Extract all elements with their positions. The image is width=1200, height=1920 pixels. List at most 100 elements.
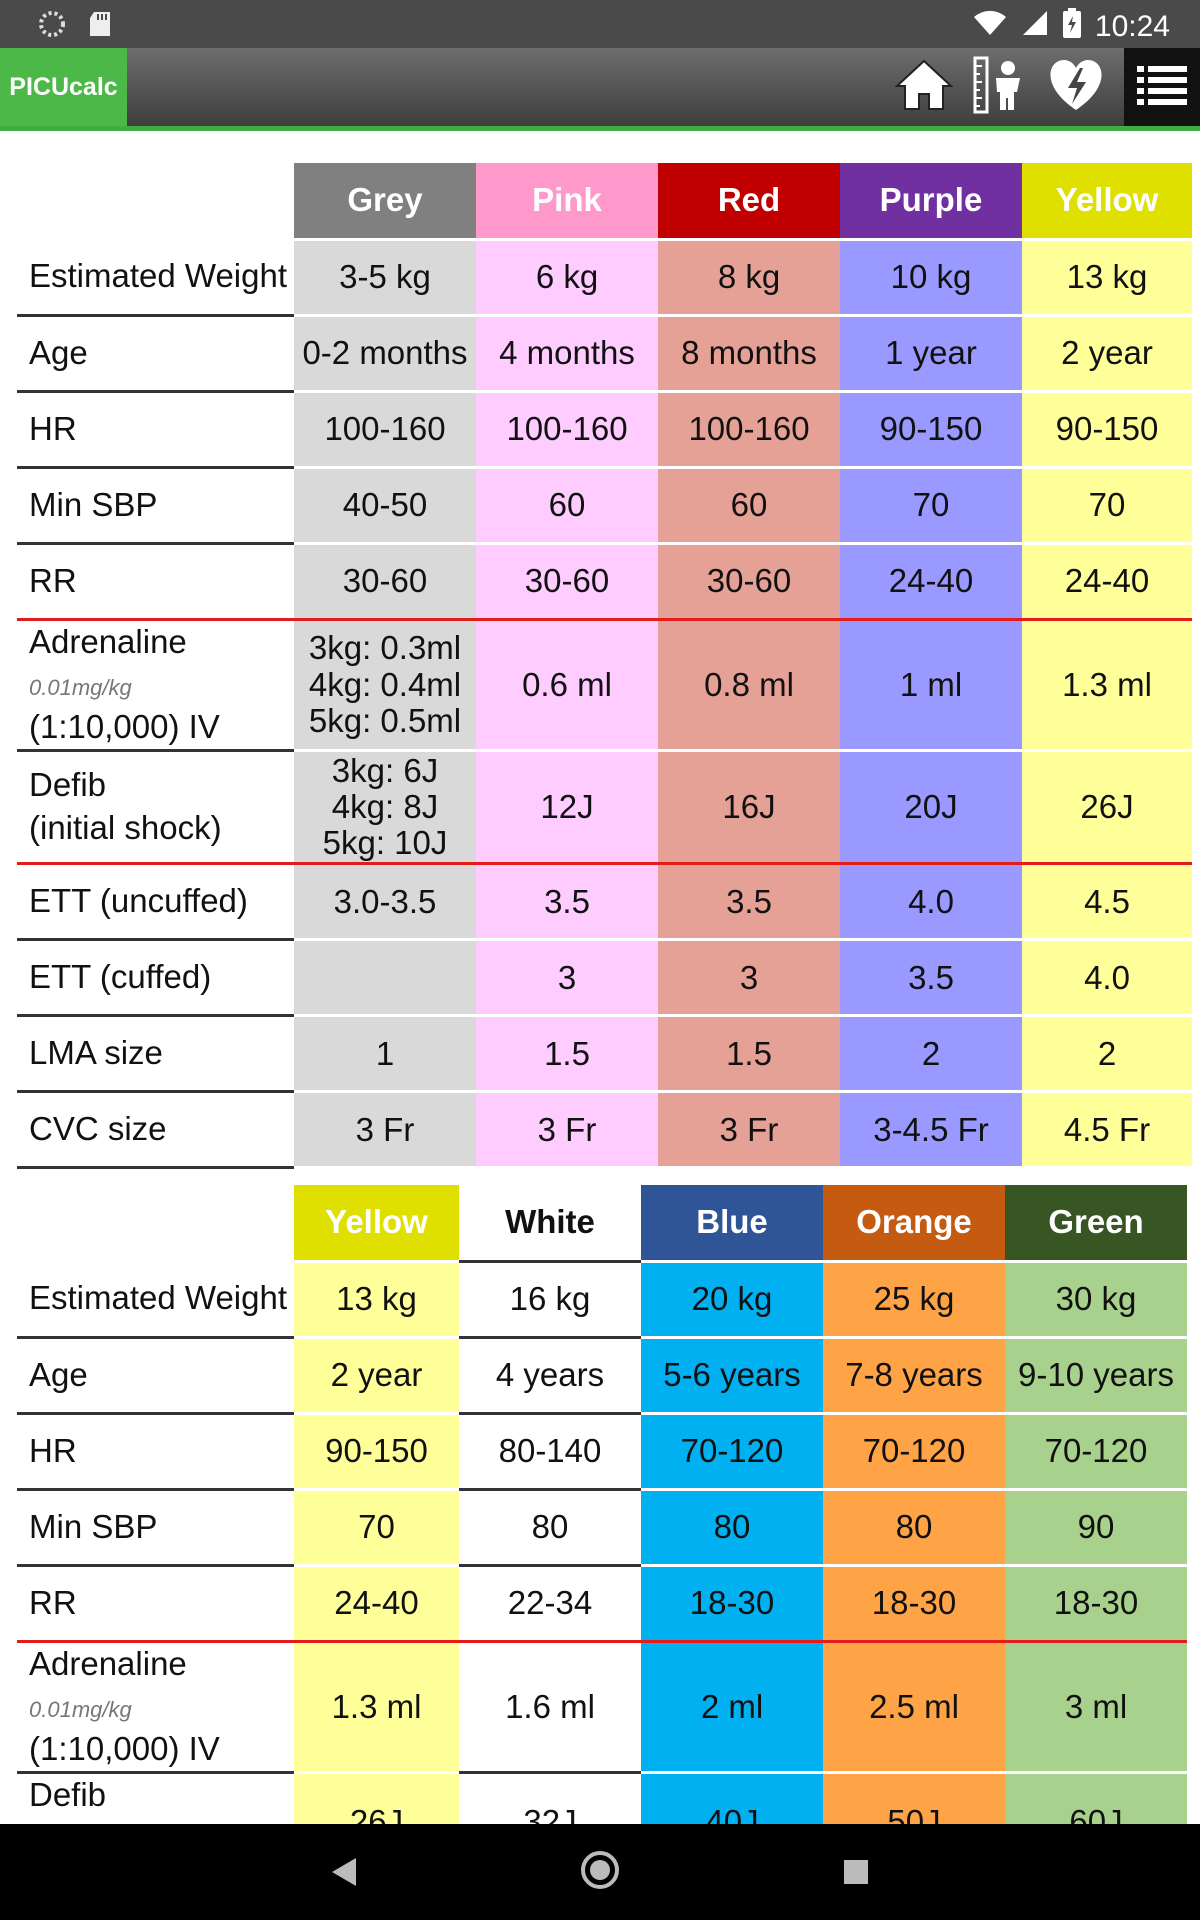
home-nav-icon[interactable] — [580, 1850, 620, 1895]
value-cell-orange: 80 — [823, 1489, 1005, 1567]
row-label: RR — [17, 1565, 294, 1643]
row-label: RR — [17, 543, 294, 621]
back-icon[interactable] — [330, 1856, 358, 1893]
dosing-table-1: Grey Pink Red Purple Yellow Estimated Weight 3… — [17, 163, 1192, 1170]
value-cell-yellow: 90-150 — [294, 1413, 459, 1491]
app-logo[interactable]: PICUcalc — [0, 48, 127, 126]
row-label-text: Min SBP — [29, 1507, 158, 1545]
weight-specific-dose: 5kg: 10J — [322, 824, 448, 862]
value-cell-red: 30-60 — [658, 543, 840, 621]
row-label: HR — [17, 391, 294, 469]
table-row: Defib (initial shock) 3kg: 6J 4kg: 8J 5kg: 1… — [17, 750, 1192, 866]
value-cell-red: 60 — [658, 467, 840, 545]
row-label: ETT (cuffed) — [17, 939, 294, 1018]
value-cell-pink: 100-160 — [476, 391, 658, 469]
value-cell-pink: 3 — [476, 939, 658, 1018]
table-row: HR 100-160 100-160 100-160 90-150 90-150 — [17, 391, 1192, 469]
row-label-text: HR — [29, 1431, 77, 1469]
app-bar: PICUcalc — [0, 48, 1200, 131]
value-cell-grey: 1 — [294, 1015, 476, 1094]
row-label: Defib — [17, 1772, 294, 1845]
value-cell-purple: 4.0 — [840, 863, 1022, 942]
table-row: Adrenaline 0.01mg/kg (1:10,000) IV 1.3 ml 1… — [17, 1641, 1187, 1775]
row-label: Estimated Weight — [17, 239, 294, 317]
row-label-text: RR — [29, 1583, 77, 1621]
value-cell-purple: 3-4.5 Fr — [840, 1091, 1022, 1170]
value-cell-red: 0.8 ml — [658, 619, 840, 753]
value-cell-yellow: 2 year — [294, 1337, 459, 1415]
system-nav-bar — [0, 1824, 1200, 1920]
table-row: ETT (cuffed) 3 3 3.5 4.0 — [17, 939, 1192, 1018]
value-cell-pink: 30-60 — [476, 543, 658, 621]
recents-icon[interactable] — [842, 1858, 870, 1891]
value-cell-yellow: 2 year — [1022, 315, 1192, 393]
defib-button[interactable] — [1038, 48, 1114, 126]
value-cell-red: 8 months — [658, 315, 840, 393]
home-button[interactable] — [886, 48, 962, 126]
value-cell-blue: 18-30 — [641, 1565, 823, 1643]
value-cell-grey: 3kg: 0.3ml 4kg: 0.4ml 5kg: 0.5ml — [294, 619, 476, 753]
row-label-text: Adrenaline — [29, 622, 187, 660]
table-row: RR 24-40 22-34 18-30 18-30 18-30 — [17, 1565, 1187, 1643]
value-cell-yellow: 90-150 — [1022, 391, 1192, 469]
column-header-grey: Grey — [294, 163, 476, 241]
value-cell-white: 80-140 — [459, 1413, 641, 1491]
value-cell-red: 3 — [658, 939, 840, 1018]
value-cell-white: 22-34 — [459, 1565, 641, 1643]
value-cell-yellow: 70 — [294, 1489, 459, 1567]
column-header-white: White — [459, 1185, 641, 1263]
value-cell-green: 30 kg — [1005, 1261, 1187, 1339]
value-cell-purple: 24-40 — [840, 543, 1022, 621]
row-label-text: CVC size — [29, 1110, 167, 1148]
row-label-text: RR — [29, 561, 77, 599]
value-cell-grey: 40-50 — [294, 467, 476, 545]
signal-icon — [1021, 9, 1049, 45]
table-row: CVC size 3 Fr 3 Fr 3 Fr 3-4.5 Fr 4.5 Fr — [17, 1091, 1192, 1170]
value-cell-yellow: 2 — [1022, 1015, 1192, 1094]
value-cell-yellow: 26J — [1022, 750, 1192, 866]
value-cell-yellow: 13 kg — [1022, 239, 1192, 317]
row-label-text: Defib — [29, 766, 107, 804]
column-header-blue: Blue — [641, 1185, 823, 1263]
weight-specific-dose: 3kg: 6J — [331, 751, 439, 789]
value-cell-green: 9-10 years — [1005, 1337, 1187, 1415]
value-cell-grey: 3 Fr — [294, 1091, 476, 1170]
value-cell-grey: 3.0-3.5 — [294, 863, 476, 942]
row-label-text: Adrenaline — [29, 1644, 187, 1682]
value-cell-grey — [294, 939, 476, 1018]
row-label-text: Defib — [29, 1776, 107, 1814]
table-row: Adrenaline 0.01mg/kg (1:10,000) IV 3kg: 0.… — [17, 619, 1192, 753]
value-cell-pink: 4 months — [476, 315, 658, 393]
growth-button[interactable] — [962, 48, 1038, 126]
table-row: Min SBP 40-50 60 60 70 70 — [17, 467, 1192, 545]
weight-specific-dose: 5kg: 0.5ml — [308, 701, 462, 739]
defib-heart-icon — [1046, 58, 1106, 117]
value-cell-orange: 25 kg — [823, 1261, 1005, 1339]
value-cell-purple: 10 kg — [840, 239, 1022, 317]
weight-specific-dose: 4kg: 0.4ml — [308, 665, 462, 703]
clock-time: 10:24 — [1094, 10, 1170, 43]
value-cell-blue: 5-6 years — [641, 1337, 823, 1415]
value-cell-orange: 2.5 ml — [823, 1641, 1005, 1775]
table-row: Estimated Weight 3-5 kg 6 kg 8 kg 10 kg 13 kg — [17, 239, 1192, 317]
value-cell-purple: 3.5 — [840, 939, 1022, 1018]
value-cell-grey: 100-160 — [294, 391, 476, 469]
value-cell-green: 3 ml — [1005, 1641, 1187, 1775]
menu-list-icon — [1135, 62, 1189, 113]
table-row: Age 2 year 4 years 5-6 years 7-8 years 9-10 y… — [17, 1337, 1187, 1415]
row-label-text: Age — [29, 333, 88, 371]
row-label-text: Estimated Weight — [29, 1278, 288, 1316]
menu-button[interactable] — [1124, 48, 1200, 126]
value-cell-green: 70-120 — [1005, 1413, 1187, 1491]
wifi-icon — [973, 9, 1007, 45]
value-cell-red: 8 kg — [658, 239, 840, 317]
row-label-sub: (1:10,000) IV — [29, 1730, 220, 1768]
value-cell-pink: 0.6 ml — [476, 619, 658, 753]
value-cell-pink: 1.5 — [476, 1015, 658, 1094]
column-header-purple: Purple — [840, 163, 1022, 241]
column-header-pink: Pink — [476, 163, 658, 241]
row-label: Age — [17, 315, 294, 393]
value-cell-pink: 60 — [476, 467, 658, 545]
weight-specific-dose: 4kg: 8J — [331, 788, 439, 826]
value-cell-orange: 7-8 years — [823, 1337, 1005, 1415]
